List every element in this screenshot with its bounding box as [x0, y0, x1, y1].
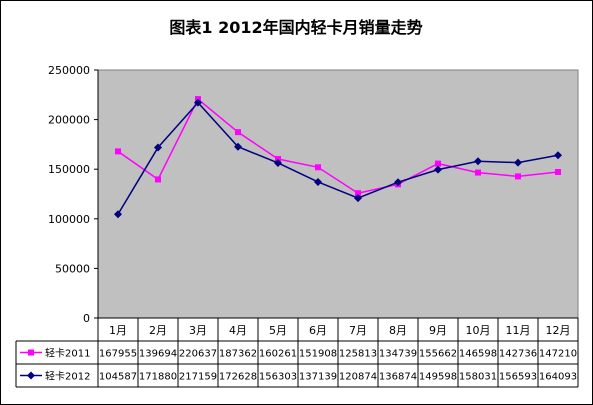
- table-cell-value: 120874: [339, 372, 377, 383]
- legend-label: 轻卡2011: [45, 347, 90, 360]
- table-cell-value: 137139: [299, 372, 337, 383]
- table-cell-value: 146598: [459, 349, 497, 360]
- data-point: [315, 164, 321, 171]
- data-point: [434, 165, 442, 174]
- y-tick-label: 250000: [48, 64, 90, 77]
- table-cell-value: 156303: [259, 372, 297, 383]
- x-tick-label: 1月: [109, 324, 127, 337]
- x-tick-label: 6月: [309, 324, 327, 337]
- table-cell-value: 151908: [299, 349, 337, 360]
- data-point: [555, 168, 561, 175]
- data-point: [475, 169, 481, 176]
- table-cell-value: 167955: [99, 349, 137, 360]
- data-point: [515, 173, 521, 180]
- table-cell-value: 149598: [419, 372, 457, 383]
- data-point: [235, 129, 241, 136]
- data-point: [435, 160, 441, 167]
- x-tick-label: 11月: [506, 324, 531, 337]
- data-point: [155, 176, 161, 183]
- table-cell-value: 158031: [459, 372, 497, 383]
- data-point: [355, 190, 361, 197]
- series-line: [117, 101, 559, 215]
- data-point: [274, 158, 282, 167]
- x-tick-label: 2月: [149, 324, 167, 337]
- plot-area: [97, 69, 579, 319]
- y-tick-label: 0: [83, 312, 90, 325]
- y-tick-label: 100000: [48, 213, 90, 226]
- data-point: [474, 157, 482, 166]
- x-tick-label: 3月: [189, 324, 207, 337]
- x-tick-label: 12月: [546, 324, 571, 337]
- table-cell-value: 147210: [539, 349, 577, 360]
- data-point: [114, 210, 122, 219]
- table-cell-value: 164093: [539, 372, 577, 383]
- x-tick-label: 5月: [269, 324, 287, 337]
- x-tick-label: 9月: [429, 324, 447, 337]
- legend-label: 轻卡2012: [45, 370, 90, 383]
- data-point: [394, 178, 402, 187]
- y-tick-label: 200000: [48, 114, 90, 127]
- table-cell-value: 142736: [499, 349, 537, 360]
- series-layer: [114, 96, 562, 219]
- table-cell-value: 160261: [259, 349, 297, 360]
- x-tick-label: 10月: [466, 324, 491, 337]
- table-cell-value: 134739: [379, 349, 417, 360]
- legend-key-marker: [28, 349, 34, 356]
- data-point: [354, 194, 362, 203]
- series-line: [117, 97, 559, 194]
- table-cell-value: 171880: [139, 372, 177, 383]
- chart-title: 图表1 2012年国内轻卡月销量走势: [169, 18, 422, 37]
- legend-key-marker: [27, 371, 35, 380]
- table-cell-value: 125813: [339, 349, 377, 360]
- x-tick-label: 4月: [229, 324, 247, 337]
- data-point: [115, 148, 121, 155]
- data-point: [234, 142, 242, 151]
- data-point: [514, 158, 522, 167]
- data-point: [194, 98, 202, 107]
- data-point: [314, 177, 322, 186]
- x-tick-label: 7月: [349, 324, 367, 337]
- table-cell-value: 136874: [379, 372, 417, 383]
- y-tick-label: 50000: [55, 262, 90, 275]
- data-point: [554, 151, 562, 160]
- table-cell-value: 187362: [219, 349, 257, 360]
- y-axis: 0 50000 100000 150000 200000 250000: [48, 64, 99, 325]
- y-tick-label: 150000: [48, 163, 90, 176]
- table-cell-value: 155662: [419, 349, 457, 360]
- x-tick-label: 8月: [389, 324, 407, 337]
- table-cell-value: 156593: [499, 372, 537, 383]
- data-point: [154, 143, 162, 152]
- table-cell-value: 172628: [219, 372, 257, 383]
- table-cell-value: 217159: [179, 372, 217, 383]
- table-cell-value: 104587: [99, 372, 137, 383]
- table-cell-value: 220637: [179, 349, 217, 360]
- table-cell-value: 139694: [139, 349, 177, 360]
